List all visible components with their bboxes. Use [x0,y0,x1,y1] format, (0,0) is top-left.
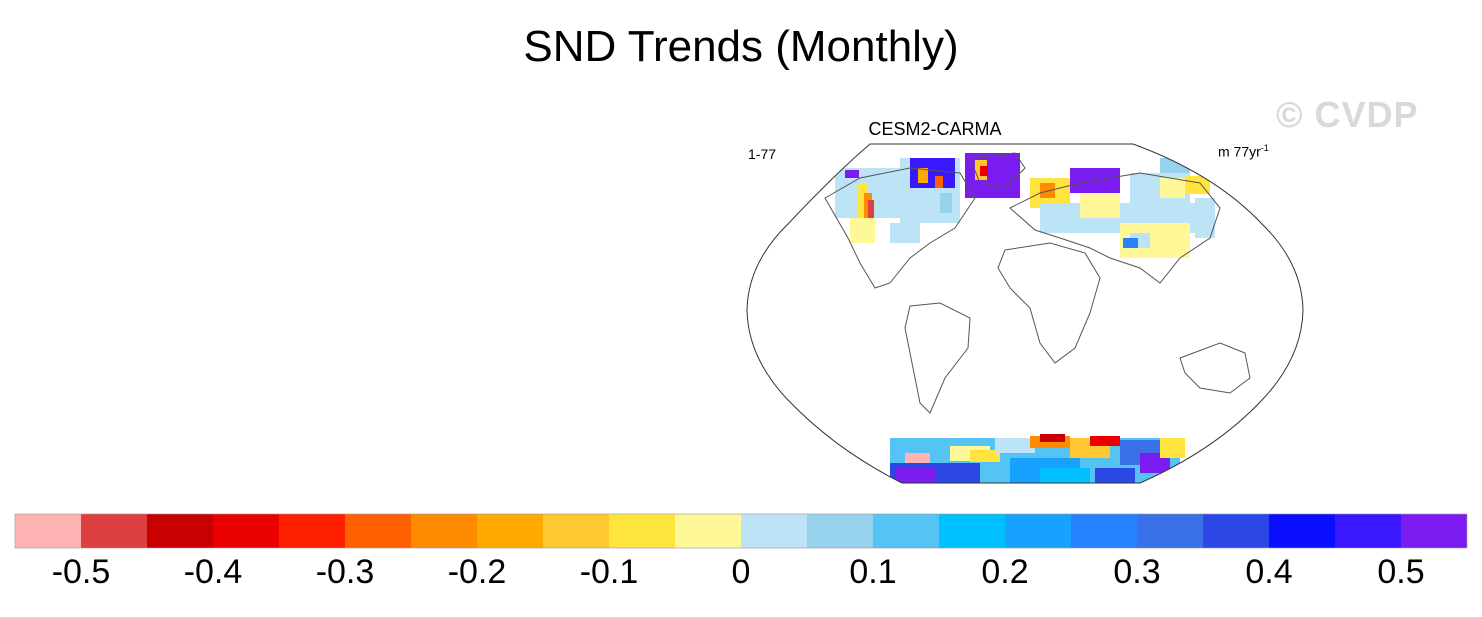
colorbar-tick-label: 0.1 [849,553,897,591]
colorbar-swatch [543,514,609,548]
south-america-outline [904,302,971,414]
colorbar-swatch [345,514,411,548]
figure-title: SND Trends (Monthly) [523,22,959,71]
panel-title: CESM2-CARMA [868,119,1002,139]
colorbar-swatch [279,514,345,548]
colorbar-swatch [213,514,279,548]
coastlines [824,152,1251,414]
colorbar-tick-label: -0.4 [183,553,243,591]
colorbar-swatch [807,514,873,548]
colorbar-swatch [15,514,81,548]
colorbar-tick-label: -0.5 [51,553,111,591]
eurasia-outline [1009,172,1221,284]
panel-left-label: 1-77 [748,146,777,162]
units-exponent: -1 [1260,143,1269,153]
colorbar-tick-label: -0.2 [447,553,507,591]
cvdp-watermark: © CVDP [1276,94,1419,135]
colorbar-swatch [1071,514,1137,548]
colorbar-swatch [873,514,939,548]
robinson-world-map [746,143,1304,484]
australia-outline [1179,342,1251,394]
globe-boundary [746,143,1304,484]
north-america-outline [824,167,976,289]
units-text: m 77yr [1218,143,1261,160]
colorbar [14,513,1468,549]
colorbar-swatch [411,514,477,548]
colorbar-swatch [1005,514,1071,548]
colorbar-tick-label: 0.2 [981,553,1029,591]
snow-trend-south [890,434,1185,483]
colorbar-swatch [1401,514,1467,548]
colorbar-swatch [741,514,807,548]
colorbar-swatch [1335,514,1401,548]
colorbar-swatch [609,514,675,548]
colorbar-tick-label: -0.1 [579,553,639,591]
colorbar-tick-label: -0.3 [315,553,375,591]
greenland-outline [969,152,1026,189]
colorbar-swatch [939,514,1005,548]
colorbar-tick-label: 0.4 [1245,553,1293,591]
colorbar-border [14,513,1468,549]
colorbar-swatch [675,514,741,548]
colorbar-swatch [1203,514,1269,548]
colorbar-tick-label: 0.5 [1377,553,1425,591]
colorbar-tick-label: 0 [731,553,751,591]
panel-units-label: m 77yr-1 [1218,143,1269,160]
map-data-layer [824,152,1251,483]
colorbar-swatch [1269,514,1335,548]
africa-outline [997,242,1101,364]
colorbar-swatch [1137,514,1203,548]
colorbar-tick-label: 0.3 [1113,553,1161,591]
colorbar-swatch [81,514,147,548]
snow-trend-north [835,153,1215,258]
colorbar-swatch [147,514,213,548]
colorbar-swatch [477,514,543,548]
